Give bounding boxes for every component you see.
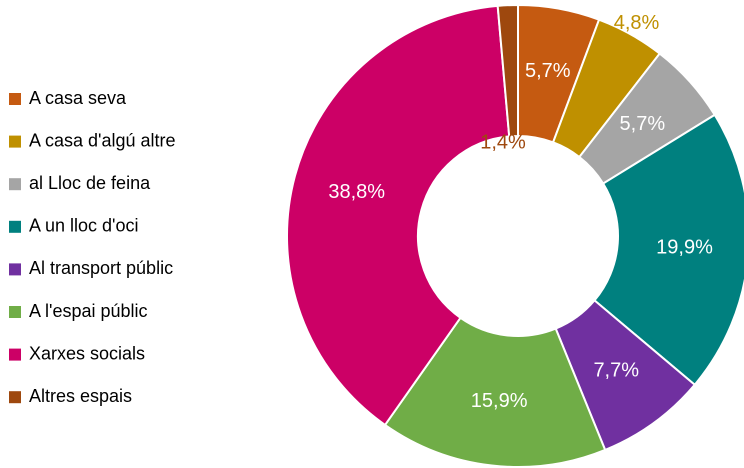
- data-label: 19,9%: [656, 237, 713, 259]
- data-label: 1,4%: [480, 131, 526, 153]
- data-label: 38,8%: [328, 181, 385, 203]
- legend-label: A un lloc d'oci: [29, 216, 139, 236]
- legend-swatch: [9, 220, 21, 233]
- data-label: 15,9%: [471, 390, 528, 412]
- legend-swatch: [9, 263, 21, 276]
- legend-swatch: [9, 178, 21, 191]
- legend-swatch: [9, 135, 21, 148]
- legend-label: al Lloc de feina: [29, 173, 151, 193]
- legend-swatch: [9, 391, 21, 404]
- data-label: 7,7%: [593, 359, 639, 381]
- donut-slice: [286, 4, 511, 427]
- legend-label: Xarxes socials: [29, 343, 145, 363]
- legend-label: A casa seva: [29, 88, 127, 108]
- legend-swatch: [9, 306, 21, 318]
- legend-label: A casa d'algú altre: [29, 130, 176, 150]
- donut-slice: [383, 316, 607, 468]
- legend-label: Altres espais: [29, 386, 132, 406]
- data-label: 5,7%: [620, 113, 666, 135]
- donut-slice: [593, 113, 744, 387]
- legend-label: Al transport públic: [29, 258, 173, 278]
- legend-swatch: [9, 93, 21, 105]
- data-label: 5,7%: [525, 60, 571, 82]
- data-label: 4,8%: [614, 12, 660, 34]
- donut-slice: [496, 3, 519, 138]
- legend-swatch: [9, 348, 21, 361]
- legend-label: A l'espai públic: [29, 301, 148, 321]
